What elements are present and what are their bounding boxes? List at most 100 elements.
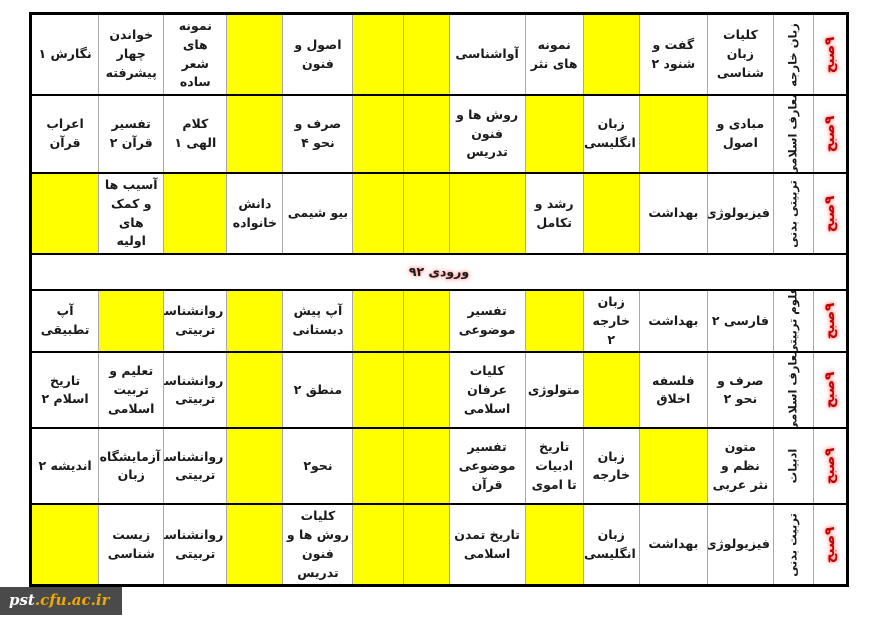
subject-cell: تاریخ ادبیات تا اموی xyxy=(524,427,584,506)
category-cell-label: ادبیات xyxy=(785,448,800,484)
subject-cell: کلیات عرفان اسلامی xyxy=(448,351,526,430)
subject-cell: بیو شیمی xyxy=(282,172,354,255)
empty-slot-cell xyxy=(226,288,284,354)
category-cell-label: معارف اسلامی xyxy=(785,352,800,429)
empty-slot-cell xyxy=(352,288,404,354)
time-cell: ۹صبح xyxy=(812,288,849,354)
subject-cell: آواشناسی xyxy=(448,12,526,96)
category-cell-label: تربیت بدنی xyxy=(785,512,800,577)
category-cell-label: زبان خارجه xyxy=(785,22,800,87)
subject-cell: فیزیولوژی xyxy=(706,172,774,255)
subject-cell: تفسیر موضوعی xyxy=(448,288,526,354)
empty-slot-cell xyxy=(582,351,640,430)
empty-slot-cell xyxy=(524,288,584,354)
subject-cell: آسیب ها و کمک های اولیه xyxy=(98,172,165,255)
schedule-row: ۹صبح تربیتی بدنی فیزیولوژی بهداشت رشد و تکام… xyxy=(29,172,849,255)
subject-cell: تفسیر قرآن ۲ xyxy=(98,94,165,174)
subject-cell: زبان انگلیسی xyxy=(582,94,640,174)
empty-slot-cell xyxy=(402,351,450,430)
subject-cell: نگارش ۱ xyxy=(29,12,100,96)
time-cell: ۹صبح xyxy=(812,94,849,174)
category-cell: معارف اسلامی xyxy=(772,94,814,174)
subject-cell: زبان انگلیسی xyxy=(582,503,640,587)
empty-slot-cell xyxy=(29,172,100,255)
subject-cell: مبادی و اصول xyxy=(706,94,774,174)
empty-slot-cell xyxy=(163,172,228,255)
category-cell: ادبیات xyxy=(772,427,814,506)
time-cell: ۹صبح xyxy=(812,427,849,506)
empty-slot-cell xyxy=(524,503,584,587)
subject-cell: متولوژی xyxy=(524,351,584,430)
subject-cell: صرف و نحو ۲ xyxy=(706,351,774,430)
subject-cell: آپ پیش دبستانی xyxy=(282,288,354,354)
time-cell-label: ۹صبح xyxy=(821,526,838,564)
entry-banner-row: ورودی ۹۲ xyxy=(30,253,848,291)
schedule-row: ۹صبح تربیت بدنی فیزیولوژی بهداشت زبان انگلیس… xyxy=(29,503,849,587)
subject-cell: کلیات روش ها و فنون تدریس xyxy=(282,503,354,587)
schedule-row: ۹صبح معارف اسلامی مبادی و اصول زبان انگلیسی… xyxy=(29,94,849,174)
subject-cell: روانشناسی تربیتی xyxy=(163,427,228,506)
schedule-row: ۹صبح علوم تربیتی فارسی ۲ بهداشت زبان خارجه ۲… xyxy=(29,288,849,354)
time-cell-label: ۹صبح xyxy=(821,195,838,232)
subject-cell: روانشناسی تربیتی xyxy=(163,288,228,354)
subject-cell: رشد و تکامل xyxy=(524,172,584,255)
category-cell-label: معارف اسلامی xyxy=(785,95,800,173)
schedule-row: ۹صبح زبان خارجه کلیات زبان شناسی گفت و شنود… xyxy=(29,12,849,96)
entry-banner: ورودی ۹۲ xyxy=(30,253,848,291)
subject-cell: روانشناسی تربیتی xyxy=(163,351,228,430)
schedule-body: ۹صبح زبان خارجه کلیات زبان شناسی گفت و شنود… xyxy=(29,12,849,587)
empty-slot-cell xyxy=(226,503,284,587)
category-cell: زبان خارجه xyxy=(772,12,814,96)
empty-slot-cell xyxy=(448,172,526,255)
site-watermark: pst.cfu.ac.ir xyxy=(0,587,122,615)
time-cell-label: ۹صبح xyxy=(821,115,838,153)
watermark-prefix: pst xyxy=(9,591,35,609)
subject-cell: روانشناسی تربیتی xyxy=(163,503,228,587)
subject-cell: تاریخ اسلام ۲ xyxy=(29,351,100,430)
subject-cell: خواندن چهار پیشرفته xyxy=(98,12,165,96)
category-cell: معارف اسلامی xyxy=(772,351,814,430)
time-cell-label: ۹صبح xyxy=(821,36,838,73)
subject-cell: بهداشت xyxy=(638,172,708,255)
category-cell: علوم تربیتی xyxy=(772,288,814,354)
empty-slot-cell xyxy=(638,427,708,506)
subject-cell: نمونه های شعر ساده xyxy=(163,12,228,96)
empty-slot-cell xyxy=(582,172,640,255)
empty-slot-cell xyxy=(352,12,404,96)
empty-slot-cell xyxy=(402,12,450,96)
empty-slot-cell xyxy=(352,94,404,174)
subject-cell: فیزیولوژی xyxy=(706,503,774,587)
subject-cell: آپ تطبیقی xyxy=(29,288,100,354)
subject-cell: متون نظم و نثر عربی xyxy=(706,427,774,506)
subject-cell: صرف و نحو ۴ xyxy=(282,94,354,174)
category-cell-label: تربیتی بدنی xyxy=(785,179,800,248)
subject-cell: کلیات زبان شناسی xyxy=(706,12,774,96)
empty-slot-cell xyxy=(402,94,450,174)
subject-cell: منطق ۲ xyxy=(282,351,354,430)
subject-cell: بهداشت xyxy=(638,288,708,354)
subject-cell: تعلیم و تربیت اسلامی xyxy=(98,351,165,430)
subject-cell: اندیشه ۲ xyxy=(29,427,100,506)
empty-slot-cell xyxy=(402,172,450,255)
subject-cell: فارسی ۲ xyxy=(706,288,774,354)
time-cell: ۹صبح xyxy=(812,172,849,255)
subject-cell: فلسفه اخلاق xyxy=(638,351,708,430)
empty-slot-cell xyxy=(524,94,584,174)
empty-slot-cell xyxy=(226,427,284,506)
category-cell-label: علوم تربیتی xyxy=(785,290,800,353)
empty-slot-cell xyxy=(226,94,284,174)
time-cell: ۹صبح xyxy=(812,503,849,587)
empty-slot-cell xyxy=(352,503,404,587)
subject-cell: نحو۲ xyxy=(282,427,354,506)
subject-cell: زیست شناسی xyxy=(98,503,165,587)
subject-cell: اعراب قرآن xyxy=(29,94,100,174)
time-cell-label: ۹صبح xyxy=(821,371,838,409)
empty-slot-cell xyxy=(352,427,404,506)
empty-slot-cell xyxy=(98,288,165,354)
subject-cell: زبان خارجه xyxy=(582,427,640,506)
empty-slot-cell xyxy=(29,503,100,587)
class-schedule-table: ۹صبح زبان خارجه کلیات زبان شناسی گفت و شنود… xyxy=(29,12,849,588)
subject-cell: آزمایشگاه زبان xyxy=(98,427,165,506)
empty-slot-cell xyxy=(352,351,404,430)
